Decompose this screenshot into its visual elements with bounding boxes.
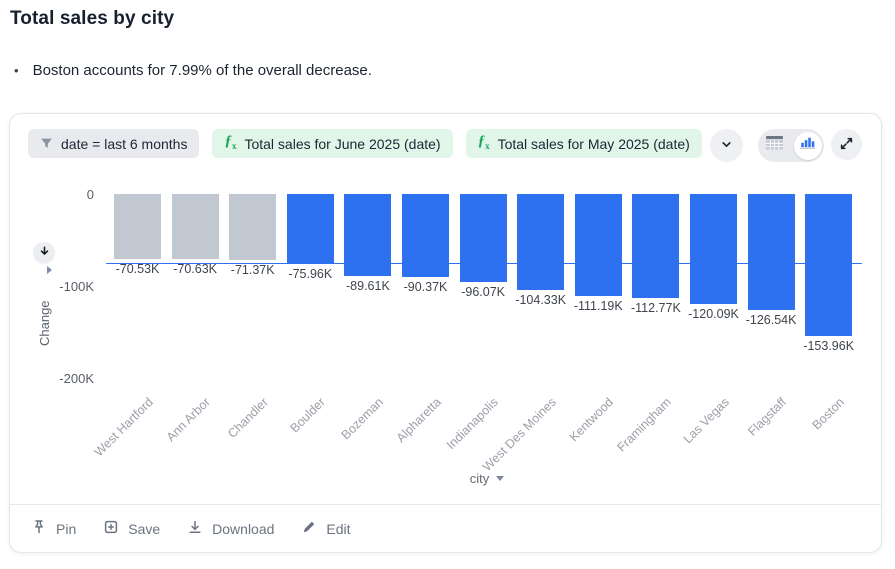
bar-value-label: -120.09K [688, 307, 739, 322]
save-label: Save [128, 520, 161, 537]
bar-west-hartford[interactable] [114, 194, 161, 259]
bar-value-label: -75.96K [288, 266, 333, 281]
bar-boulder[interactable] [286, 194, 334, 264]
bar-value-label: -153.96K [803, 338, 855, 353]
collapse-chips-button[interactable] [710, 129, 743, 162]
bar-bozeman[interactable] [344, 194, 392, 277]
bar-kentwood[interactable] [574, 194, 622, 297]
expand-icon [839, 136, 854, 154]
formula-icon: ƒx [477, 133, 490, 152]
bar-value-label: -126.54K [745, 313, 797, 328]
pin-label: Pin [56, 520, 77, 537]
y-tick-label: -100K [59, 279, 94, 294]
edit-button[interactable]: Edit [301, 519, 351, 538]
page-title: Total sales by city [10, 8, 175, 29]
chevron-down-icon [719, 137, 734, 155]
bar-flagstaff[interactable] [747, 194, 795, 311]
sort-direction-button[interactable] [33, 242, 55, 264]
bar-ann-arbor[interactable] [171, 194, 219, 259]
bar-value-label: -112.77K [630, 300, 681, 315]
formula-chip-may[interactable]: ƒx Total sales for May 2025 (date) [465, 129, 702, 158]
download-button[interactable]: Download [187, 519, 274, 538]
answer-card: date = last 6 months ƒx Total sales for … [9, 113, 882, 553]
chart-plot-area: Change 0 -100K -200K -70.53K -70.63K -71.37K… [10, 114, 881, 506]
bullet-dot: • [14, 63, 19, 78]
bar-value-label: -89.61K [346, 279, 390, 294]
insight-bullet: • Boston accounts for 7.99% of the overa… [14, 61, 372, 80]
filter-chip[interactable]: date = last 6 months [28, 129, 200, 158]
y-axis-menu-caret-icon [47, 266, 52, 274]
toolbar-chips: date = last 6 months ƒx Total sales for … [28, 129, 702, 158]
chart-view-button[interactable] [793, 131, 822, 160]
arrow-down-icon [38, 245, 51, 261]
y-tick-label: -200K [59, 371, 94, 386]
formula-chip-june[interactable]: ƒx Total sales for June 2025 (date) [212, 129, 453, 158]
bar-value-label: -70.53K [115, 261, 160, 276]
filter-chip-label: date = last 6 months [61, 135, 188, 152]
pin-button[interactable]: Pin [31, 519, 76, 538]
bar-alpharetta[interactable] [402, 194, 449, 278]
bar-value-label: -90.37K [403, 280, 448, 295]
chevron-down-icon [496, 476, 505, 481]
y-tick-label: 0 [86, 187, 94, 202]
view-toggle [758, 129, 824, 162]
bar-las-vegas[interactable] [690, 194, 737, 305]
bar-framingham[interactable] [632, 194, 680, 298]
bar-value-label: -70.63K [173, 261, 217, 276]
formula-chip-label: Total sales for June 2025 (date) [244, 135, 441, 152]
card-footer: Pin Save Download Edit [10, 504, 881, 552]
bar-boston[interactable] [805, 194, 853, 336]
bar-west-des-moines[interactable] [517, 194, 565, 290]
expand-button[interactable] [831, 129, 862, 160]
bar-value-label: -96.07K [461, 285, 505, 300]
reference-line [106, 263, 863, 265]
filter-icon [40, 137, 53, 150]
pencil-icon [301, 519, 317, 538]
bar-chart-icon [799, 136, 816, 155]
edit-label: Edit [326, 520, 351, 537]
bar-indianapolis[interactable] [459, 194, 507, 283]
download-label: Download [212, 520, 275, 537]
bar-value-label: -104.33K [515, 292, 567, 307]
insight-text: Boston accounts for 7.99% of the overall… [32, 62, 372, 79]
bar-chandler[interactable] [229, 194, 277, 260]
formula-icon: ƒx [224, 133, 237, 152]
formula-chip-label: Total sales for May 2025 (date) [497, 135, 690, 152]
table-icon [766, 136, 783, 155]
bar-value-label: -111.19K [573, 299, 623, 314]
save-plus-icon [103, 519, 119, 538]
bar-value-label: -71.37K [230, 262, 275, 277]
x-axis-title-label: city [469, 471, 490, 486]
x-axis-title[interactable]: city [387, 471, 587, 486]
table-view-button[interactable] [758, 136, 791, 155]
download-icon [187, 519, 203, 538]
pin-icon [31, 519, 47, 538]
save-button[interactable]: Save [103, 519, 160, 538]
